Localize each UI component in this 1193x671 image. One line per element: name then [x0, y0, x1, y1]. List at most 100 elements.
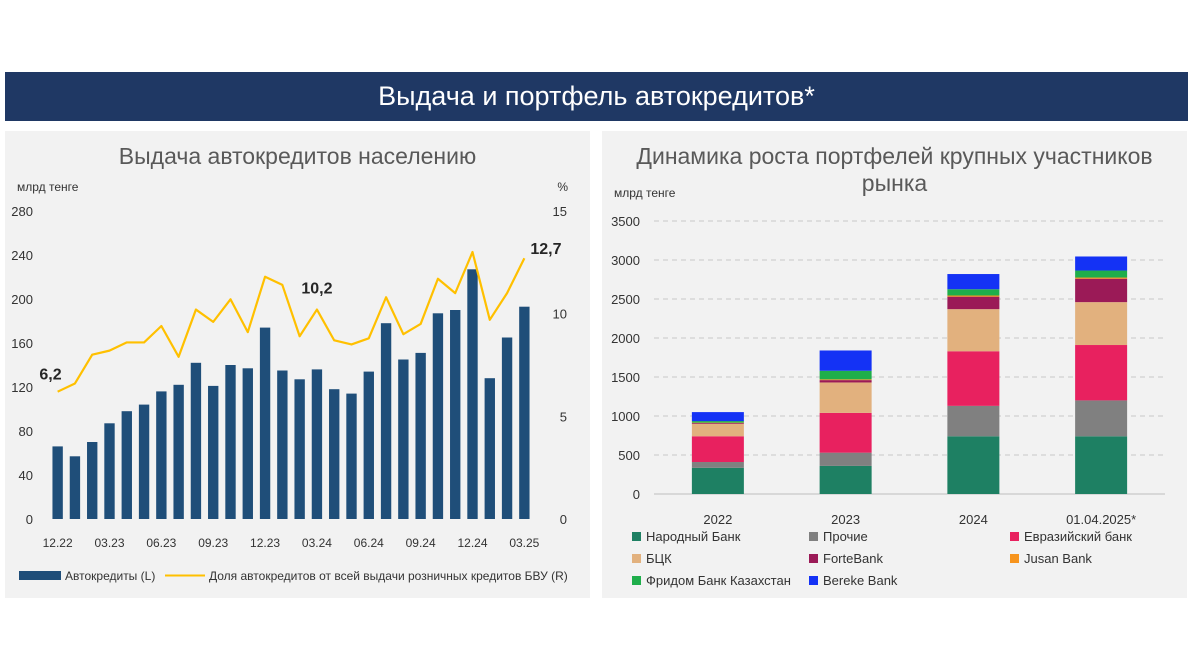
legend-bar-label: Автокредиты (L) [65, 569, 155, 583]
legend-swatch [632, 532, 641, 541]
legend-label: ForteBank [823, 551, 883, 566]
issuance-chart-panel: Выдача автокредитов населению млрд тенге… [5, 131, 590, 598]
y-tick-label: 1000 [611, 409, 640, 424]
x-tick-label: 09.24 [406, 536, 436, 550]
legend-label: Евразийский банк [1024, 529, 1132, 544]
x-tick-label: 12.22 [43, 536, 73, 550]
stack-segment [947, 405, 1000, 437]
issuance-chart-title: Выдача автокредитов населению [118, 143, 477, 169]
legend-label: Народный Банк [646, 529, 741, 544]
stack-segment [947, 436, 1000, 494]
y-tick-label: 2500 [611, 292, 640, 307]
left-tick-label: 40 [19, 468, 33, 483]
stack-segment [947, 289, 1000, 296]
stack-segment [819, 380, 872, 383]
legend-swatch [809, 532, 818, 541]
issuance-bar [173, 384, 184, 519]
right-axis-unit: % [557, 180, 568, 194]
legend-bar-swatch [19, 571, 61, 580]
left-tick-label: 0 [26, 512, 33, 527]
stack-segment [691, 436, 744, 463]
stack-segment [947, 295, 1000, 297]
issuance-bar [104, 423, 115, 519]
portfolio-chart-title: Динамика роста портфелей крупных участни… [636, 143, 1153, 196]
left-tick-label: 80 [19, 424, 33, 439]
stack-segment [1075, 400, 1128, 437]
x-tick-label: 06.23 [146, 536, 176, 550]
legend-label: Прочие [823, 529, 868, 544]
issuance-bar [519, 306, 530, 519]
issuance-bar [259, 327, 271, 519]
issuance-bar [294, 379, 305, 519]
legend-swatch [632, 576, 641, 585]
x-tick-label: 03.25 [509, 536, 539, 550]
stack-segment [947, 351, 1000, 406]
issuance-bar [121, 411, 132, 519]
stack-segment [1075, 270, 1128, 278]
line-data-label: 6,2 [39, 367, 61, 384]
issuance-bar [501, 337, 513, 519]
x-tick-label: 06.24 [354, 536, 384, 550]
stack-segment [819, 452, 872, 466]
issuance-bar [225, 365, 236, 519]
stack-segment [947, 296, 1000, 310]
portfolio-chart-panel: Динамика роста портфелей крупных участни… [602, 131, 1187, 598]
left-tick-label: 120 [11, 380, 33, 395]
page-title: Выдача и портфель автокредитов* [378, 81, 815, 111]
legend-swatch [1010, 532, 1019, 541]
issuance-bar [138, 404, 150, 519]
stack-segment [819, 412, 872, 453]
x-tick-label: 01.04.2025* [1066, 512, 1136, 527]
share-line [57, 250, 526, 393]
portfolio-chart: млрд тенге 0 500 1000 1500 2000 2500 3000 3500 20… [611, 186, 1165, 588]
left-tick-label: 200 [11, 292, 33, 307]
y-tick-label: 0 [633, 487, 640, 502]
x-tick-label: 09.23 [198, 536, 228, 550]
y-tick-label: 1500 [611, 370, 640, 385]
issuance-bar [208, 385, 219, 519]
legend-label: Фридом Банк Казахстан [646, 573, 791, 588]
right-tick-label: 5 [560, 409, 567, 424]
axis-unit: млрд тенге [614, 186, 676, 200]
legend-swatch [809, 554, 818, 563]
issuance-bar [484, 378, 495, 519]
issuance-bar [156, 391, 167, 519]
legend-label: Bereke Bank [823, 573, 898, 588]
legend-swatch [1010, 554, 1019, 563]
y-tick-label: 500 [618, 448, 640, 463]
stack-segment [691, 423, 744, 437]
x-tick-label: 03.24 [302, 536, 332, 550]
issuance-bar [380, 323, 392, 519]
legend-swatch [809, 576, 818, 585]
stack-segment [819, 370, 872, 380]
issuance-bar [311, 369, 323, 519]
issuance-bar [346, 393, 357, 519]
stack-segment [1075, 345, 1128, 401]
issuance-bar [52, 446, 63, 519]
x-tick-label: 2023 [831, 512, 860, 527]
issuance-bar [277, 370, 288, 519]
stack-segment [691, 412, 744, 422]
y-tick-label: 2000 [611, 331, 640, 346]
issuance-bar [69, 456, 81, 519]
stack-segment [819, 465, 872, 494]
stack-segment [691, 462, 744, 468]
stack-segment [1075, 256, 1128, 271]
x-tick-label: 2024 [959, 512, 988, 527]
stack-segment [1075, 278, 1128, 303]
issuance-bar [415, 352, 426, 519]
x-tick-label: 2022 [703, 512, 732, 527]
stack-segment [819, 350, 872, 371]
page-banner: Выдача и портфель автокредитов* [5, 72, 1188, 121]
left-tick-label: 240 [11, 248, 33, 263]
line-data-label: 12,7 [530, 241, 561, 258]
issuance-bar [329, 389, 340, 519]
legend-line-label: Доля автокредитов от всей выдачи розничн… [209, 569, 568, 583]
stack-segment [1075, 302, 1128, 346]
stack-segment [819, 379, 872, 381]
stack-segment [947, 309, 1000, 352]
issuance-bar [190, 362, 202, 519]
issuance-bar [87, 442, 98, 519]
stack-segment [1075, 436, 1128, 494]
y-tick-label: 3500 [611, 214, 640, 229]
